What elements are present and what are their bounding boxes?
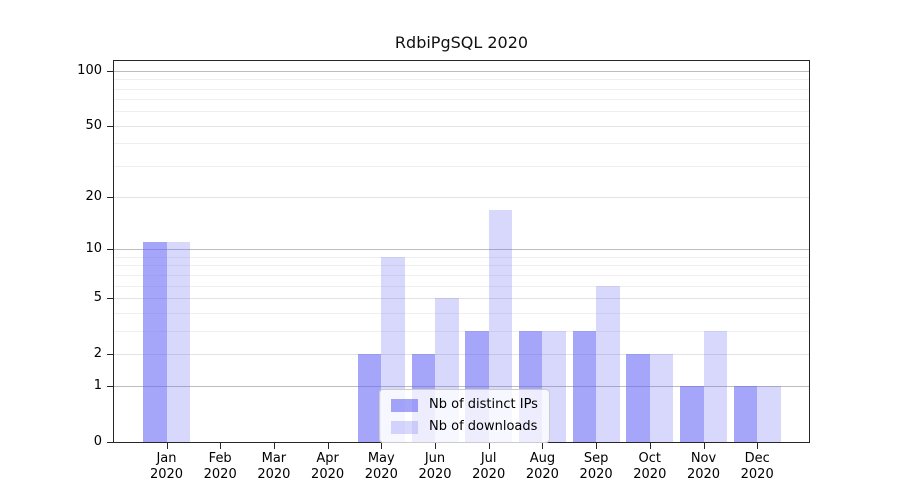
- x-tick-label-jun: Jun 2020: [418, 451, 452, 482]
- legend-swatch-downloads: [391, 420, 418, 434]
- y-tick-label-50: 50: [85, 117, 102, 133]
- gridline-40: [114, 143, 809, 145]
- x-tick-jul: [488, 443, 490, 449]
- y-tick-20: [107, 197, 113, 199]
- gridline-8: [114, 265, 809, 267]
- gridline-10: [114, 249, 809, 251]
- x-tick-sep: [596, 443, 598, 449]
- chart-title: RdbiPgSQL 2020: [394, 33, 529, 52]
- y-tick-10: [107, 249, 113, 251]
- y-tick-2: [107, 353, 113, 355]
- bar-nb-of-distinct-ips-dec: [733, 386, 758, 442]
- gridline-3: [114, 330, 809, 332]
- bar-nb-of-distinct-ips-jan: [143, 242, 167, 442]
- x-tick-aug: [542, 443, 544, 449]
- grid-layer: [114, 61, 809, 442]
- legend-label-distinct-ips: Nb of distinct IPs: [429, 397, 538, 412]
- gridline-5: [114, 297, 809, 299]
- gridline-20: [114, 197, 809, 199]
- gridline-100: [114, 70, 809, 72]
- y-tick-1: [107, 386, 113, 388]
- legend-label-downloads: Nb of downloads: [429, 419, 538, 434]
- x-tick-label-jan: Jan 2020: [149, 451, 184, 482]
- y-tick-label-20: 20: [85, 189, 102, 205]
- legend: Nb of distinct IPs Nb of downloads: [379, 389, 550, 443]
- x-tick-label-nov: Nov 2020: [686, 451, 721, 482]
- bar-nb-of-distinct-ips-nov: [680, 386, 704, 442]
- gridline-1: [114, 386, 809, 388]
- y-tick-50: [107, 125, 113, 127]
- x-tick-nov: [703, 443, 705, 449]
- gridline-30: [114, 165, 809, 167]
- y-tick-0: [107, 442, 113, 443]
- x-tick-jan: [166, 443, 168, 449]
- x-tick-feb: [220, 443, 222, 449]
- x-tick-label-feb: Feb 2020: [203, 451, 237, 482]
- x-tick-label-mar: Mar 2020: [257, 451, 291, 482]
- x-tick-label-oct: Oct 2020: [633, 451, 667, 482]
- gridline-9: [114, 256, 809, 258]
- x-tick-label-apr: Apr 2020: [311, 451, 345, 482]
- bar-nb-of-downloads-oct: [649, 353, 674, 442]
- bar-layer: [114, 61, 809, 442]
- bar-nb-of-downloads-dec: [757, 386, 781, 442]
- y-tick-100: [107, 70, 113, 72]
- y-tick-label-100: 100: [77, 62, 102, 78]
- x-tick-label-dec: Dec 2020: [740, 451, 774, 482]
- bar-nb-of-downloads-sep: [596, 285, 620, 442]
- legend-item-downloads: Nb of downloads: [391, 419, 538, 435]
- x-tick-dec: [757, 443, 759, 449]
- bar-nb-of-downloads-jan: [166, 242, 190, 442]
- y-tick-label-0: 0: [93, 434, 102, 449]
- x-tick-label-jul: Jul 2020: [472, 451, 506, 482]
- bar-nb-of-downloads-nov: [703, 330, 727, 442]
- bar-nb-of-distinct-ips-oct: [626, 353, 650, 442]
- x-tick-label-sep: Sep 2020: [579, 451, 613, 482]
- gridline-4: [114, 312, 809, 314]
- y-tick-label-2: 2: [93, 345, 102, 361]
- bar-nb-of-downloads-jul: [488, 209, 513, 442]
- x-tick-apr: [327, 443, 329, 449]
- bar-nb-of-distinct-ips-may: [357, 353, 382, 442]
- gridline-2: [114, 353, 809, 355]
- x-tick-oct: [649, 443, 651, 449]
- gridline-7: [114, 274, 809, 276]
- gridline-90: [114, 79, 809, 81]
- y-tick-label-5: 5: [93, 289, 102, 305]
- y-tick-5: [107, 297, 113, 299]
- bar-nb-of-distinct-ips-sep: [572, 330, 597, 442]
- x-tick-label-may: May 2020: [364, 451, 398, 482]
- legend-item-distinct-ips: Nb of distinct IPs: [391, 397, 538, 413]
- gridline-60: [114, 111, 809, 113]
- legend-swatch-distinct-ips: [391, 398, 418, 412]
- x-tick-mar: [273, 443, 275, 449]
- y-tick-label-1: 1: [93, 378, 102, 394]
- x-tick-jun: [435, 443, 436, 449]
- y-tick-label-10: 10: [85, 241, 102, 257]
- gridline-50: [114, 125, 809, 127]
- gridline-6: [114, 285, 809, 287]
- plot-area: Nb of distinct IPs Nb of downloads: [113, 60, 810, 443]
- x-tick-label-aug: Aug 2020: [525, 451, 559, 482]
- gridline-70: [114, 99, 809, 101]
- gridline-80: [114, 88, 809, 90]
- x-tick-may: [381, 443, 383, 449]
